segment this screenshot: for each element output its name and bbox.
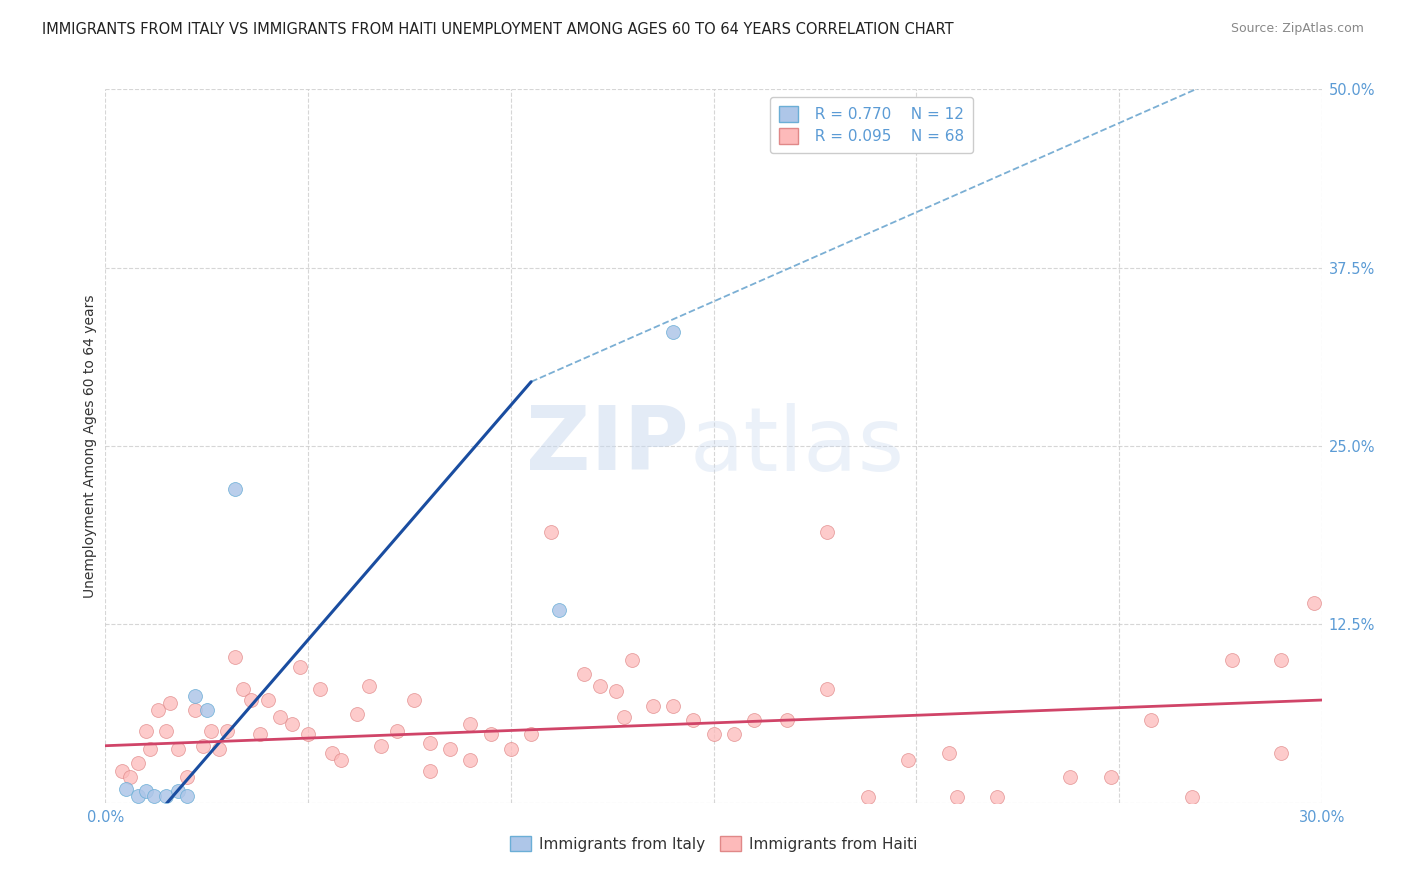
Point (329, 753, 352, 767)
Point (986, 790, 1008, 805)
Point (370, 739, 392, 753)
Point (662, 698, 685, 713)
Point (662, 325, 685, 339)
Point (938, 746, 960, 760)
Point (387, 724, 409, 739)
Point (1222, 653, 1244, 667)
Point (176, 770, 198, 784)
Point (357, 679, 380, 693)
Point (114, 781, 136, 796)
Point (155, 724, 177, 739)
Point (309, 681, 332, 696)
Point (143, 789, 166, 803)
Point (217, 724, 239, 739)
Point (297, 727, 319, 741)
Text: atlas: atlas (689, 402, 904, 490)
Point (742, 713, 765, 727)
Point (200, 724, 222, 739)
Point (127, 756, 149, 770)
Point (621, 653, 644, 667)
Point (321, 746, 343, 760)
Text: ZIP: ZIP (526, 402, 689, 490)
Point (127, 789, 149, 803)
Point (775, 713, 797, 727)
Point (1059, 770, 1081, 784)
Point (458, 753, 481, 767)
Point (572, 667, 595, 681)
Point (723, 727, 745, 741)
Point (897, 753, 920, 767)
Legend: Immigrants from Italy, Immigrants from Haiti: Immigrants from Italy, Immigrants from H… (502, 828, 925, 859)
Point (1099, 770, 1122, 784)
Point (135, 724, 157, 739)
Point (176, 789, 198, 803)
Point (548, 603, 571, 617)
Point (641, 698, 664, 713)
Point (281, 717, 304, 731)
Point (224, 482, 246, 496)
Point (1140, 713, 1163, 727)
Text: IMMIGRANTS FROM ITALY VS IMMIGRANTS FROM HAITI UNEMPLOYMENT AMONG AGES 60 TO 64 : IMMIGRANTS FROM ITALY VS IMMIGRANTS FROM… (42, 22, 953, 37)
Point (589, 679, 612, 693)
Point (208, 741, 231, 756)
Point (256, 693, 278, 707)
Point (419, 736, 441, 750)
Point (1270, 746, 1292, 760)
Point (1302, 596, 1324, 610)
Point (419, 764, 441, 779)
Point (135, 784, 157, 798)
Point (191, 739, 214, 753)
Point (520, 727, 543, 741)
Point (479, 727, 502, 741)
Point (224, 650, 246, 665)
Point (439, 741, 461, 756)
Point (402, 693, 425, 707)
Point (240, 693, 263, 707)
Point (1181, 790, 1204, 805)
Point (139, 741, 162, 756)
Point (183, 689, 205, 703)
Text: Source: ZipAtlas.com: Source: ZipAtlas.com (1230, 22, 1364, 36)
Point (1270, 653, 1292, 667)
Point (118, 770, 141, 784)
Point (815, 681, 838, 696)
Point (605, 684, 627, 698)
Y-axis label: Unemployment Among Ages 60 to 64 years: Unemployment Among Ages 60 to 64 years (83, 294, 97, 598)
Point (613, 710, 636, 724)
Point (167, 784, 190, 798)
Point (249, 727, 271, 741)
Point (183, 703, 205, 717)
Point (458, 717, 481, 731)
Point (945, 790, 967, 805)
Point (232, 681, 254, 696)
Point (195, 703, 218, 717)
Point (856, 790, 879, 805)
Point (702, 727, 725, 741)
Point (159, 696, 181, 710)
Point (540, 524, 562, 539)
Point (111, 764, 134, 779)
Point (269, 710, 291, 724)
Point (346, 707, 368, 722)
Point (167, 741, 190, 756)
Point (682, 713, 704, 727)
Point (155, 789, 177, 803)
Point (499, 741, 522, 756)
Point (146, 703, 169, 717)
Point (815, 524, 838, 539)
Point (288, 660, 311, 674)
